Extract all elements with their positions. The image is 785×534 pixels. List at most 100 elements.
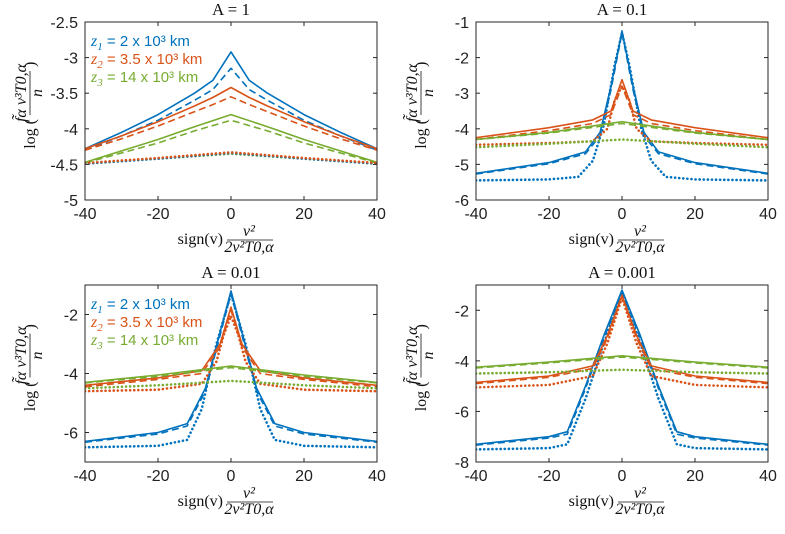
y-label-frac-num: f̃α v³T0,α bbox=[403, 326, 421, 385]
x-tick-label: 0 bbox=[618, 206, 627, 223]
series-line-z1-dotted bbox=[85, 292, 377, 449]
x-label-frac-den: 2v²T0,α bbox=[615, 239, 665, 256]
x-tick-label: -20 bbox=[146, 468, 169, 485]
x-tick-label: -20 bbox=[537, 468, 560, 485]
y-label-frac-den: n bbox=[29, 352, 46, 360]
series-line-z2-dashed bbox=[85, 309, 377, 388]
legend-subscript: 2 bbox=[97, 322, 103, 334]
series-line-z1-solid bbox=[85, 51, 377, 150]
x-label-sign: sign(v) bbox=[178, 493, 223, 510]
chart-panel-2: A = 0.1 -40 -20 0 20 40 -6 -5 -4 -3 -2 -1 sign(v) v²2… bbox=[403, 0, 777, 256]
y-tick-label: -2 bbox=[455, 51, 469, 68]
legend-symbol: z bbox=[90, 69, 98, 86]
y-label-frac-den: n bbox=[29, 89, 46, 97]
y-tick-label: -4 bbox=[455, 354, 469, 371]
x-label-frac-den: 2v²T0,α bbox=[224, 239, 274, 256]
y-tick-label: -1 bbox=[455, 15, 469, 32]
y-tick-label: -4.5 bbox=[50, 157, 78, 174]
x-label-sign: sign(v) bbox=[569, 493, 614, 510]
y-tick-label: -3 bbox=[64, 51, 78, 68]
series-line-z3-solid bbox=[476, 120, 768, 141]
legend-text: = 3.5 x 10³ km bbox=[103, 51, 203, 68]
axes-box bbox=[475, 284, 769, 463]
axes-box bbox=[475, 21, 769, 201]
x-label-frac-num: v² bbox=[243, 223, 256, 240]
series-line-z1-dashed bbox=[85, 293, 377, 443]
y-axis-label: log (f̃α v³T0,α n) bbox=[12, 324, 46, 411]
y-label-frac-den: n bbox=[420, 89, 437, 97]
series-line-z1-solid bbox=[85, 290, 377, 443]
series-line-z3-solid bbox=[85, 113, 377, 164]
series-line-z3-dashed bbox=[476, 122, 768, 141]
series-line-z1-dotted bbox=[85, 151, 377, 165]
y-tick-label: -6 bbox=[64, 426, 78, 443]
chart-panel-3: A = 0.01 -40 -20 0 20 40 -6 -4 -2 sign(v) v²2v²T0,… bbox=[12, 263, 386, 518]
x-tick-label: 20 bbox=[686, 206, 704, 223]
x-label-frac-den: 2v²T0,α bbox=[615, 501, 665, 518]
legend-symbol: z bbox=[90, 51, 98, 68]
series-group bbox=[476, 289, 768, 451]
y-tick-label: -2.5 bbox=[50, 15, 78, 32]
x-label-sign: sign(v) bbox=[178, 231, 223, 248]
chart-title: A = 0.01 bbox=[201, 263, 260, 282]
legend-subscript: 1 bbox=[97, 304, 103, 316]
legend-entry-2: z2 = 3.5 x 10³ km bbox=[90, 314, 202, 334]
y-tick-label: -4 bbox=[64, 122, 78, 139]
series-line-z1-solid bbox=[476, 289, 768, 446]
series-line-z2-solid bbox=[476, 78, 768, 139]
legend-subscript: 1 bbox=[97, 41, 103, 53]
series-group bbox=[476, 30, 768, 182]
series-group bbox=[85, 290, 377, 449]
y-label-close-paren: ) bbox=[22, 324, 39, 329]
series-group bbox=[85, 51, 377, 165]
x-tick-label: -20 bbox=[537, 206, 560, 223]
series-line-z3-solid bbox=[85, 365, 377, 384]
chart-title: A = 0.1 bbox=[597, 0, 648, 19]
legend-entry-3: z3 = 14 x 10³ km bbox=[90, 69, 198, 89]
series-line-z3-dotted bbox=[85, 152, 377, 165]
legend-subscript: 2 bbox=[97, 59, 103, 71]
series-line-z2-dashed bbox=[85, 96, 377, 151]
chart-title: A = 1 bbox=[212, 0, 250, 19]
legend-subscript: 3 bbox=[96, 77, 103, 89]
legend-text: = 14 x 10³ km bbox=[103, 69, 198, 86]
chart-title: A = 0.001 bbox=[588, 263, 656, 282]
x-label-frac-num: v² bbox=[243, 485, 256, 502]
x-tick-label: -40 bbox=[464, 468, 487, 485]
x-tick-label: 40 bbox=[368, 206, 386, 223]
y-label-frac-num: f̃α v³T0,α bbox=[403, 63, 421, 122]
legend-subscript: 3 bbox=[96, 340, 103, 352]
series-line-z2-dotted bbox=[85, 314, 377, 393]
legend-entry-1: z1 = 2 x 10³ km bbox=[90, 296, 190, 316]
y-tick-label: -5 bbox=[455, 157, 469, 174]
legend-symbol: z bbox=[90, 296, 98, 313]
series-line-z1-dashed bbox=[85, 67, 377, 151]
y-label-log: log ( bbox=[413, 119, 430, 149]
y-tick-label: -5 bbox=[64, 193, 78, 210]
y-label-close-paren: ) bbox=[413, 62, 430, 67]
x-tick-label: 20 bbox=[295, 206, 313, 223]
series-line-z2-solid bbox=[85, 306, 377, 387]
series-line-z3-dotted bbox=[85, 379, 377, 390]
series-line-z2-solid bbox=[85, 86, 377, 150]
legend-entry-3: z3 = 14 x 10³ km bbox=[90, 332, 198, 352]
x-tick-label: 0 bbox=[227, 468, 236, 485]
series-line-z1-solid bbox=[476, 30, 768, 175]
x-label-frac-den: 2v²T0,α bbox=[224, 501, 274, 518]
y-tick-label: -2 bbox=[455, 303, 469, 320]
x-tick-label: 20 bbox=[686, 468, 704, 485]
series-line-z2-solid bbox=[476, 294, 768, 384]
y-tick-label: -6 bbox=[455, 193, 469, 210]
legend-text: = 2 x 10³ km bbox=[103, 33, 190, 50]
legend-text: = 3.5 x 10³ km bbox=[103, 314, 203, 331]
x-tick-label: 0 bbox=[227, 206, 236, 223]
legend-text: = 2 x 10³ km bbox=[103, 296, 190, 313]
series-line-z3-dotted bbox=[476, 368, 768, 375]
y-axis-label: log (f̃α v³T0,α n) bbox=[12, 62, 46, 149]
y-label-log: log ( bbox=[22, 382, 39, 412]
x-tick-label: 40 bbox=[759, 206, 777, 223]
